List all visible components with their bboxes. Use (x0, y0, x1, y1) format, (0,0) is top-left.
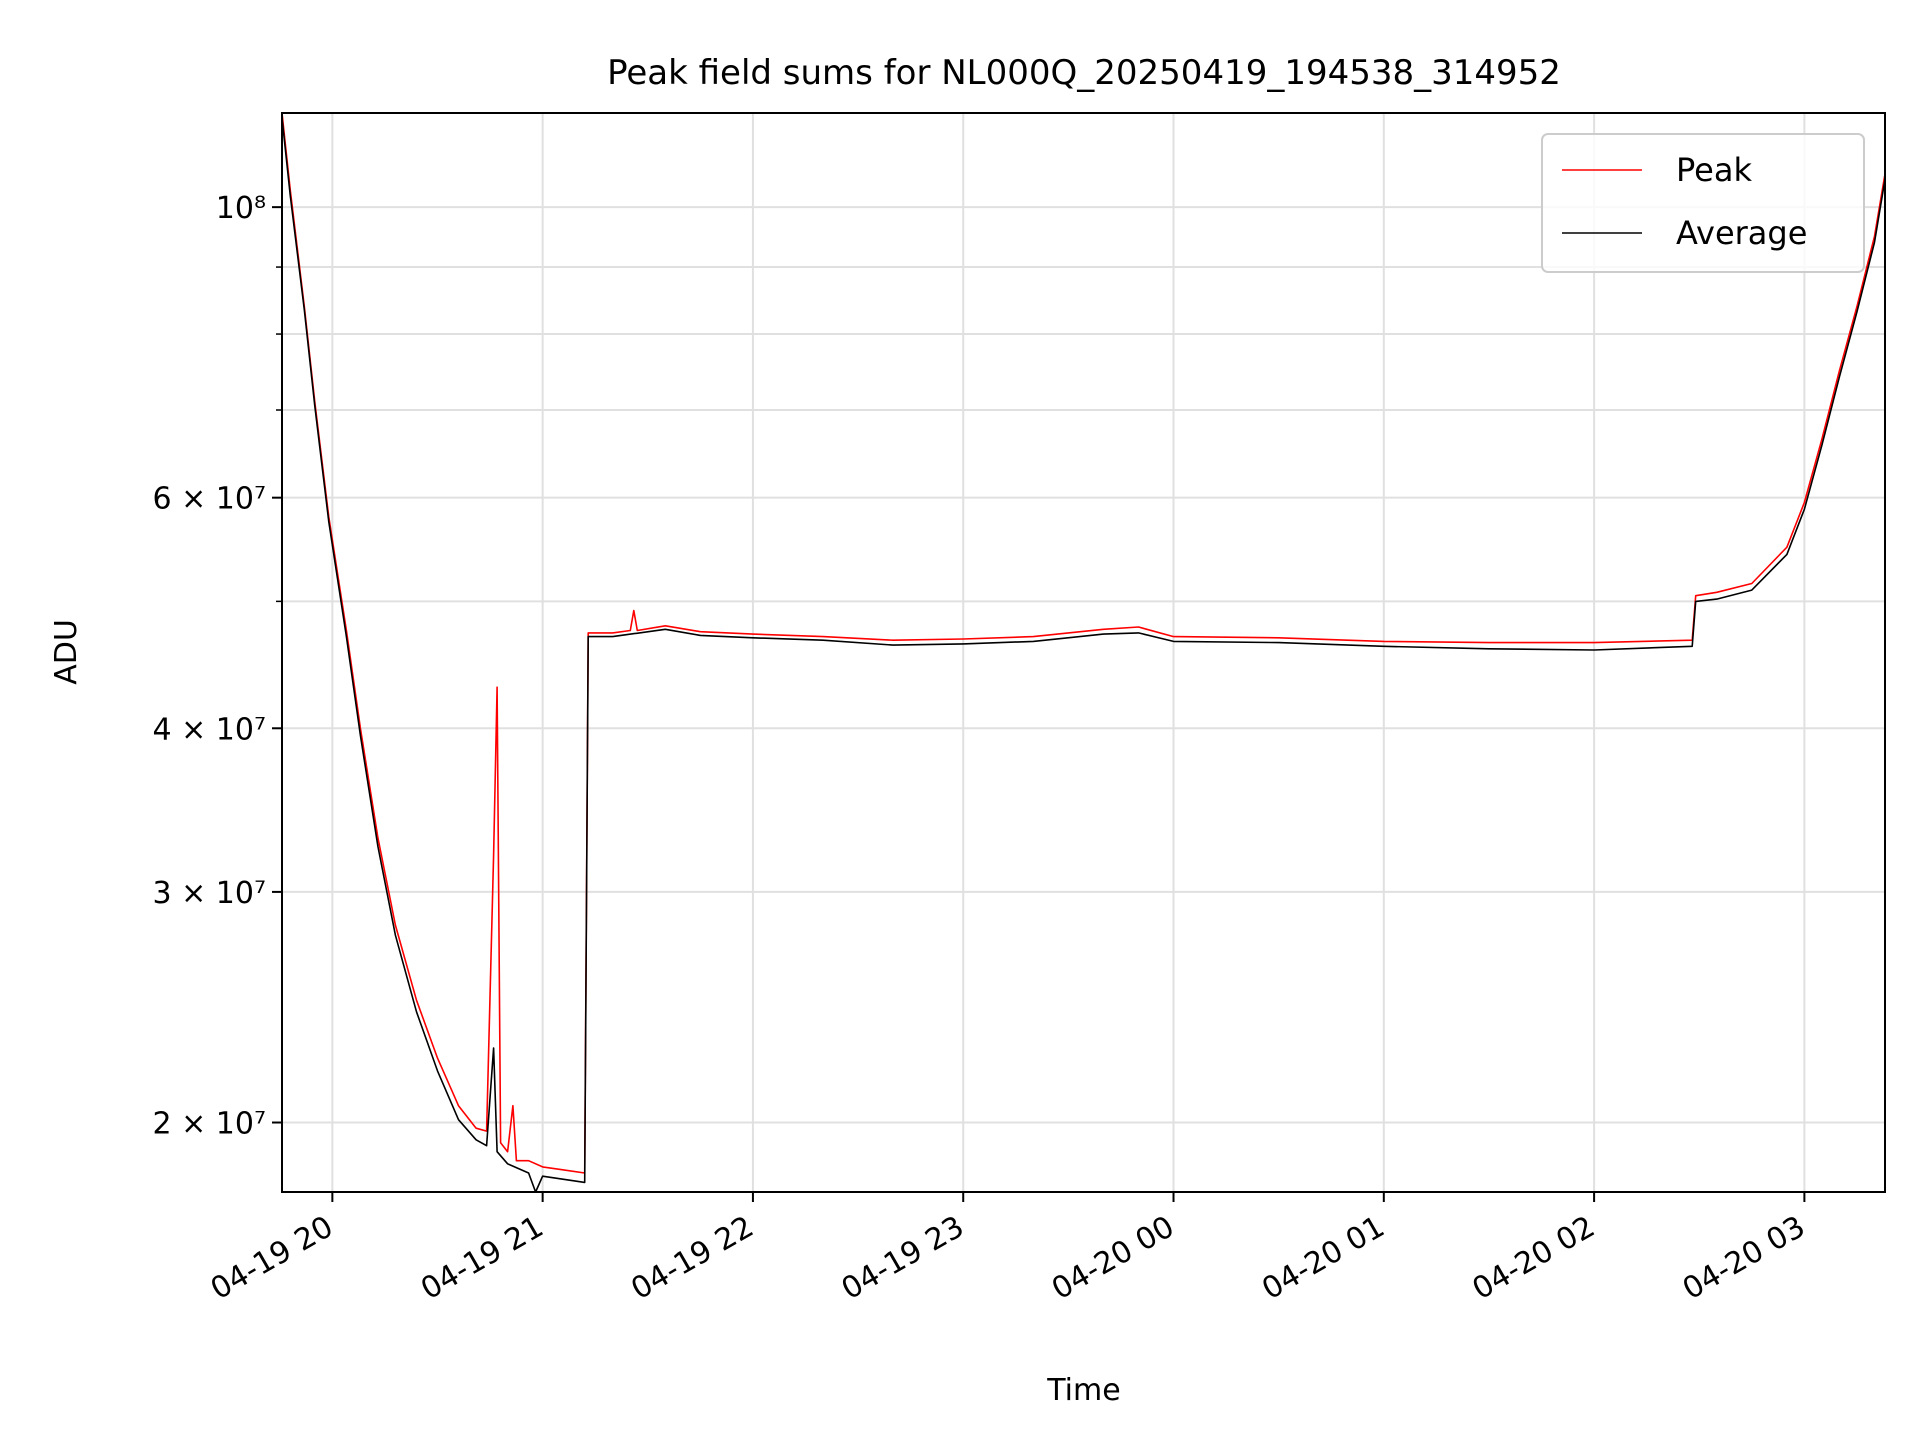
y-tick-label: 6 × 10⁷ (153, 482, 267, 517)
grid (282, 113, 1885, 1192)
series-line-average (281, 117, 1886, 1193)
y-tick-label: 4 × 10⁷ (153, 712, 267, 747)
plot-area-frame (281, 112, 1886, 1193)
legend: Peak Average (1541, 133, 1865, 273)
y-axis-label: ADU (49, 619, 84, 685)
legend-peak-label: Peak (1676, 151, 1752, 189)
chart-title: Peak field sums for NL000Q_20250419_1945… (607, 53, 1561, 93)
y-tick-label: 3 × 10⁷ (153, 876, 267, 911)
legend-average-label: Average (1676, 214, 1807, 252)
x-axis-label: Time (1046, 1373, 1120, 1408)
y-axis: 2 × 10⁷ 3 × 10⁷ 4 × 10⁷ 6 × 10⁷ 10⁸ (153, 191, 282, 1142)
y-tick-label: 2 × 10⁷ (153, 1107, 267, 1142)
series-line-peak (281, 112, 1886, 1174)
series-layer (281, 112, 1886, 1193)
y-tick-label: 10⁸ (216, 191, 266, 226)
legend-box (1541, 133, 1865, 273)
